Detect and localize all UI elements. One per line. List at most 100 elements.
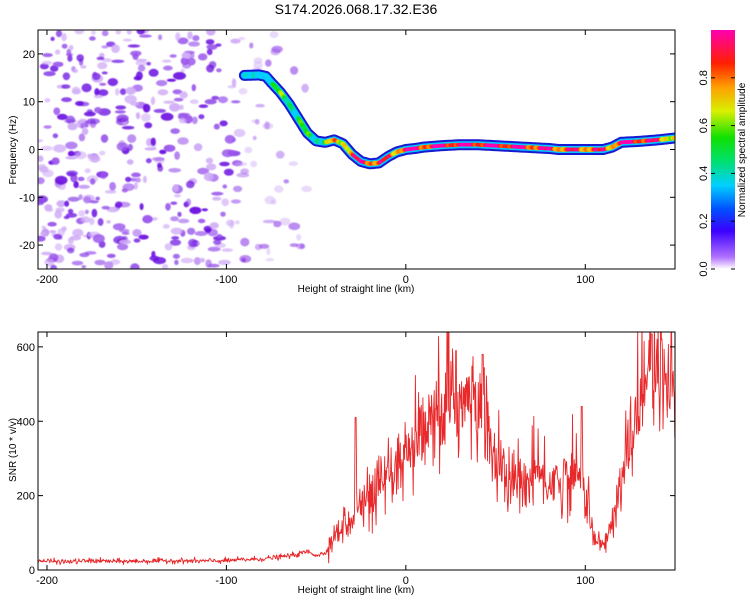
noise-blob <box>189 206 202 215</box>
noise-blob <box>106 220 111 224</box>
noise-blob <box>230 38 241 44</box>
noise-blob <box>296 243 306 250</box>
noise-blob <box>198 53 208 61</box>
noise-blob <box>51 157 60 165</box>
noise-blob <box>137 64 146 72</box>
noise-blob <box>203 172 214 182</box>
noise-blob <box>114 110 126 114</box>
noise-blob <box>225 219 235 227</box>
noise-blob <box>94 259 106 266</box>
noise-blob <box>218 96 228 104</box>
noise-blob <box>84 111 96 117</box>
noise-blob <box>240 168 250 175</box>
noise-blob <box>264 195 276 205</box>
noise-blob <box>144 122 153 129</box>
noise-blob <box>84 209 89 215</box>
x-tick-label: -200 <box>36 274 58 286</box>
noise-blob <box>57 113 68 120</box>
noise-blob <box>44 98 51 103</box>
noise-blob <box>165 203 171 211</box>
x-tick-label: -100 <box>215 274 237 286</box>
noise-blob <box>158 34 163 41</box>
noise-blob <box>91 30 96 35</box>
noise-blob <box>111 44 120 53</box>
colorbar-tick-label: 0.2 <box>698 214 710 229</box>
noise-blob <box>194 231 208 236</box>
noise-blob <box>186 57 196 66</box>
noise-blob <box>250 160 257 168</box>
noise-blob <box>133 182 138 190</box>
noise-blob <box>283 179 290 184</box>
noise-blob <box>166 78 177 82</box>
noise-blob <box>180 68 185 73</box>
noise-blob <box>101 205 110 210</box>
noise-blob <box>130 50 142 57</box>
noise-blob <box>92 234 105 244</box>
noise-blob <box>67 247 75 254</box>
noise-blob <box>47 221 57 227</box>
noise-blob <box>142 215 153 224</box>
noise-blob <box>238 88 248 95</box>
noise-blob <box>179 104 184 110</box>
noise-blob <box>207 246 221 252</box>
noise-blob <box>177 37 189 45</box>
noise-blob <box>172 89 183 95</box>
noise-blob <box>78 184 90 189</box>
noise-blob <box>153 108 166 113</box>
noise-blob <box>65 115 76 125</box>
y-tick-label: 0 <box>29 145 35 157</box>
noise-blob <box>78 210 85 217</box>
noise-blob <box>71 260 84 266</box>
noise-blob <box>135 177 141 183</box>
y-tick-label: 400 <box>17 416 35 428</box>
noise-blob <box>206 30 216 36</box>
noise-blob <box>54 243 63 251</box>
noise-blob <box>125 176 132 183</box>
colorbar-tick-label: 0.4 <box>698 166 710 181</box>
noise-blob <box>254 243 263 251</box>
noise-blob <box>252 135 257 141</box>
noise-blob <box>219 120 228 127</box>
noise-blob <box>173 97 184 102</box>
noise-blob <box>72 89 82 95</box>
noise-blob <box>205 39 215 45</box>
noise-blob <box>99 82 107 86</box>
noise-blob <box>52 61 64 67</box>
noise-blob <box>148 68 159 77</box>
noise-blob <box>175 32 181 41</box>
noise-blob <box>101 71 108 75</box>
noise-blob <box>50 36 55 42</box>
snr-line <box>38 332 675 566</box>
noise-blob <box>40 145 53 151</box>
noise-blob <box>133 238 141 243</box>
noise-blob <box>288 161 298 167</box>
noise-blob <box>191 116 198 125</box>
noise-blob <box>55 30 63 38</box>
noise-blob <box>199 257 206 263</box>
noise-blob <box>116 114 129 123</box>
noise-blob <box>201 208 208 212</box>
noise-blob <box>98 150 106 156</box>
noise-blob <box>164 243 173 251</box>
noise-blob <box>254 118 260 125</box>
noise-blob <box>157 89 169 96</box>
noise-blob <box>75 151 87 160</box>
noise-blob <box>112 223 126 231</box>
noise-blob <box>81 83 92 93</box>
noise-blob <box>150 137 156 146</box>
noise-blob <box>187 31 193 40</box>
noise-blob <box>67 122 78 131</box>
noise-blob <box>76 54 84 62</box>
noise-blob <box>73 181 79 189</box>
x-tick-label: -100 <box>215 575 237 587</box>
noise-blob <box>181 52 191 59</box>
noise-blob <box>107 78 119 87</box>
colorbar-tick-label: 0.8 <box>698 70 710 85</box>
noise-blob <box>212 196 222 201</box>
noise-blob <box>205 157 214 164</box>
noise-blob <box>188 238 198 248</box>
noise-blob <box>126 159 134 165</box>
noise-blob <box>121 188 128 193</box>
spectrogram-x-label: Height of straight line (km) <box>298 284 415 295</box>
noise-blob <box>216 68 222 73</box>
